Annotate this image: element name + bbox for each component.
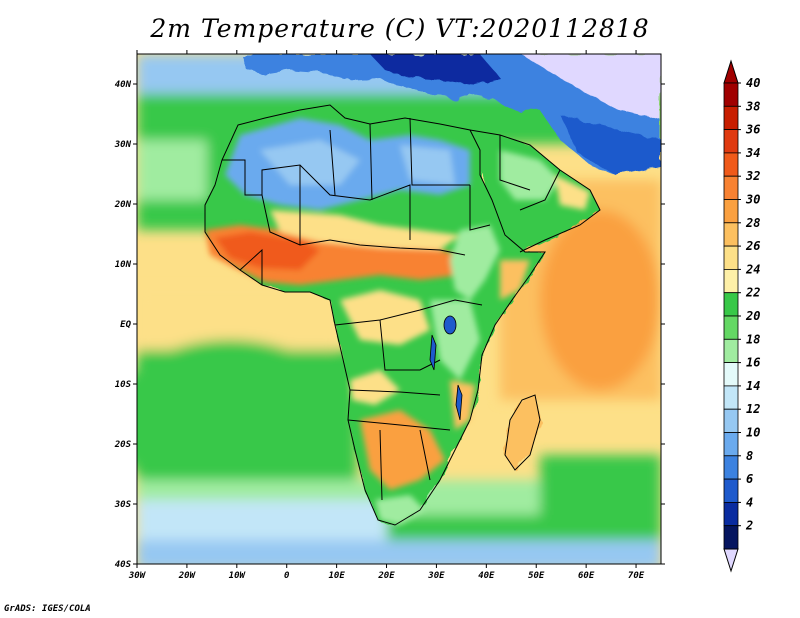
colorbar-label: 22 <box>745 286 760 300</box>
latitude-label: 40S <box>115 560 132 570</box>
colorbar-swatch <box>723 338 739 363</box>
latitude-label: 20S <box>114 440 132 450</box>
colorbar-swatch <box>723 152 739 177</box>
colorbar-label: 24 <box>745 262 760 276</box>
longitude-label: 50E <box>528 571 545 581</box>
colorbar-swatch <box>723 105 739 131</box>
colorbar-label: 40 <box>746 76 760 90</box>
colorbar-label: 10 <box>746 426 760 440</box>
colorbar-label: 18 <box>746 332 760 346</box>
latitude-label: 40N <box>115 80 132 90</box>
longitude-label: 20W <box>178 571 197 581</box>
longitude-label: 30W <box>128 571 147 581</box>
latitude-label: 10N <box>115 260 132 270</box>
colorbar-label: 26 <box>745 239 760 253</box>
colorbar-label: 28 <box>745 216 760 230</box>
country-borders <box>204 104 601 526</box>
colorbar-swatch <box>723 478 739 503</box>
colorbar-swatch <box>723 175 739 200</box>
map-panel <box>137 54 661 564</box>
colorbar-swatch <box>723 292 739 317</box>
colorbar-top-arrow <box>723 59 739 84</box>
colorbar-swatch <box>723 455 739 480</box>
colorbar-label: 4 <box>746 495 753 509</box>
latitude-label: 10S <box>115 380 132 390</box>
latitude-label: 30N <box>114 140 132 150</box>
longitude-label: 10E <box>328 571 345 581</box>
colorbar-swatch <box>723 199 739 224</box>
map-title: 2m Temperature (C) VT:2020112818 <box>150 14 650 43</box>
colorbar-swatch <box>723 525 739 550</box>
longitude-label: 70E <box>628 571 645 581</box>
latitude-label: EQ <box>120 320 131 330</box>
longitude-label: 0 <box>284 571 290 581</box>
colorbar-label: 38 <box>745 99 760 113</box>
colorbar-swatch <box>723 129 739 154</box>
colorbar-swatch <box>723 362 739 387</box>
latitude-label: 20N <box>114 200 132 210</box>
longitude-label: 40E <box>478 571 495 581</box>
colorbar-label: 8 <box>746 449 753 463</box>
colorbar-label: 14 <box>746 379 760 393</box>
colorbar-label: 12 <box>746 402 760 416</box>
colorbar-swatch <box>723 315 739 340</box>
colorbar-label: 36 <box>745 123 760 137</box>
colorbar-label: 20 <box>745 309 760 323</box>
colorbar-label: 16 <box>746 356 760 370</box>
colorbar-swatch <box>723 222 739 247</box>
latitude-axis: 40N 30N 20N 10N EQ 10S 20S 30S 40S <box>114 80 665 570</box>
colorbar-bottom-arrow <box>723 548 739 573</box>
colorbar: 40 38 36 34 32 30 28 26 24 22 20 18 16 14 12 10 8 6 4 2 <box>723 59 760 573</box>
longitude-label: 30E <box>427 571 445 581</box>
colorbar-swatch <box>723 385 739 410</box>
colorbar-swatch <box>723 82 739 107</box>
colorbar-swatch <box>723 268 739 294</box>
colorbar-label: 2 <box>745 519 753 533</box>
colorbar-swatch <box>723 432 739 457</box>
colorbar-swatch <box>723 245 739 270</box>
colorbar-swatch <box>723 501 739 527</box>
colorbar-swatch <box>723 408 739 433</box>
colorbar-label: 34 <box>745 146 760 160</box>
colorbar-label: 30 <box>745 193 760 207</box>
colorbar-label: 6 <box>746 472 753 486</box>
latitude-label: 30S <box>114 500 132 510</box>
footer-credit: GrADS: IGES/COLA <box>4 604 91 614</box>
longitude-label: 20E <box>377 571 395 581</box>
colorbar-label: 32 <box>745 169 760 183</box>
longitude-label: 10W <box>229 571 247 581</box>
longitude-axis: 30W 20W 10W 0 10E 20E 30E 40E 50E 60E 70E <box>128 50 645 581</box>
longitude-label: 60E <box>578 571 595 581</box>
